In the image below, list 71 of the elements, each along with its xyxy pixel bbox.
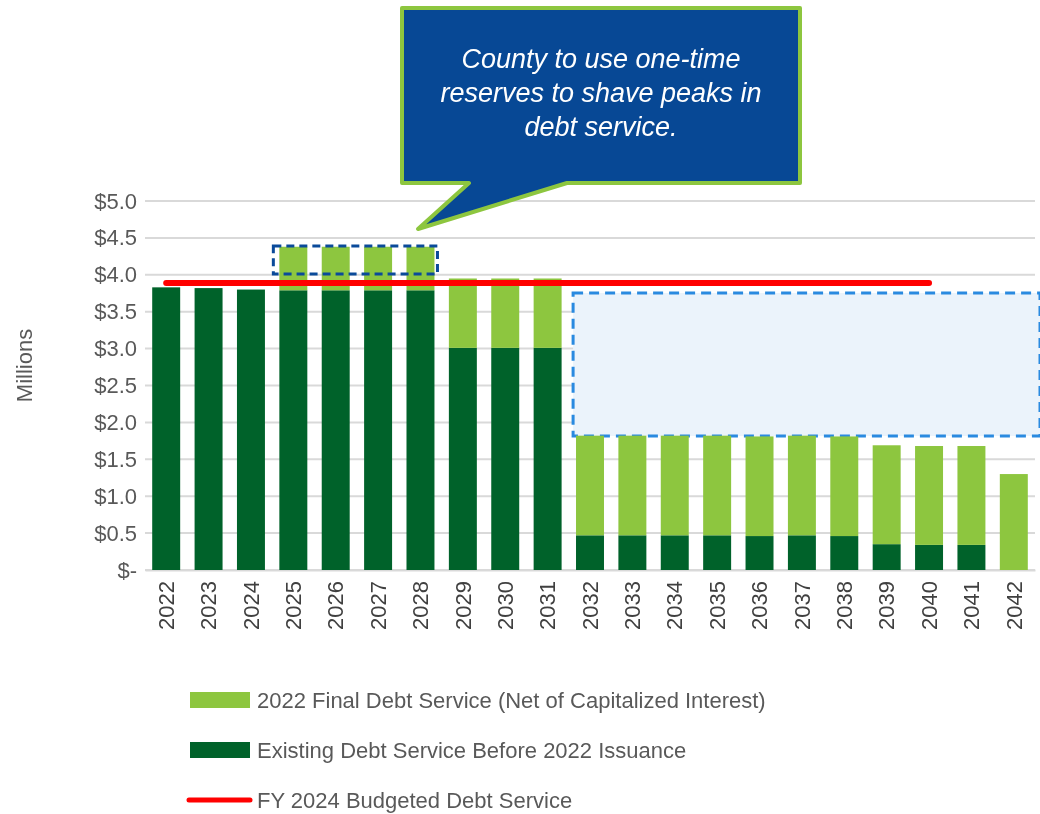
x-tick-label: 2031 [535, 581, 561, 630]
bar [999, 474, 1028, 570]
y-tick-label: $- [117, 557, 137, 583]
bar [660, 535, 689, 570]
bar [491, 278, 520, 348]
bar [915, 544, 944, 570]
bar [703, 535, 732, 570]
bar [703, 435, 732, 536]
x-tick-label: 2027 [365, 581, 391, 630]
bar [576, 435, 604, 536]
x-tick-label: 2035 [704, 581, 730, 630]
bar [957, 544, 986, 570]
x-tick-label: 2022 [153, 581, 179, 630]
y-tick-label: $1.5 [94, 446, 137, 472]
y-tick-label: $4.0 [94, 262, 137, 288]
x-tick-label: 2037 [789, 581, 815, 630]
legend-label: Existing Debt Service Before 2022 Issuance [257, 737, 687, 763]
bar [321, 290, 350, 570]
x-tick-label: 2039 [874, 581, 900, 630]
bar [915, 446, 944, 545]
y-tick-label: $3.5 [94, 299, 137, 325]
y-tick-label: $2.5 [94, 373, 137, 399]
bar [830, 536, 859, 570]
bar [787, 435, 816, 536]
x-tick-label: 2023 [196, 581, 222, 630]
bar [830, 436, 859, 537]
bar [745, 536, 774, 570]
x-tick-label: 2029 [450, 581, 476, 630]
x-tick-label: 2032 [577, 581, 603, 630]
legend-label: FY 2024 Budgeted Debt Service [257, 787, 573, 813]
bar [491, 347, 520, 570]
x-tick-label: 2036 [747, 581, 773, 630]
bar [618, 535, 647, 570]
bar [787, 535, 816, 570]
x-tick-label: 2038 [831, 581, 857, 630]
y-tick-label: $3.0 [94, 336, 137, 362]
bar [406, 290, 435, 570]
x-tick-label: 2034 [662, 581, 688, 630]
x-tick-label: 2028 [408, 581, 434, 630]
x-tick-label: 2025 [281, 581, 307, 630]
bar [364, 290, 393, 570]
x-tick-label: 2026 [323, 581, 349, 630]
y-axis-title: Millions [12, 328, 37, 403]
bar [279, 290, 308, 570]
bar [236, 289, 265, 570]
bar [872, 544, 901, 570]
y-tick-label: $1.0 [94, 483, 137, 509]
legend-label: 2022 Final Debt Service (Net of Capitalized Interest) [257, 687, 766, 713]
x-tick-label: 2033 [620, 581, 646, 630]
y-tick-label: $5.0 [94, 188, 137, 214]
bar [745, 436, 774, 537]
bar [872, 445, 901, 545]
x-tick-label: 2024 [238, 581, 264, 630]
x-tick-label: 2040 [916, 581, 942, 630]
y-tick-label: $0.5 [94, 520, 137, 546]
x-tick-label: 2041 [959, 581, 985, 630]
bar [448, 278, 477, 348]
bar [576, 535, 604, 570]
bar [448, 347, 477, 570]
bar [533, 278, 562, 348]
y-tick-label: $4.5 [94, 225, 137, 251]
y-tick-label: $2.0 [94, 409, 137, 435]
bar [194, 288, 223, 570]
text: County to use one-time reserves to shave peaks in debt service. [440, 44, 762, 142]
bar [618, 435, 647, 536]
bar [152, 287, 181, 570]
bar [533, 347, 562, 570]
bar [660, 435, 689, 536]
bar [957, 446, 986, 545]
x-tick-label: 2042 [1001, 581, 1027, 630]
x-tick-label: 2030 [492, 581, 518, 630]
